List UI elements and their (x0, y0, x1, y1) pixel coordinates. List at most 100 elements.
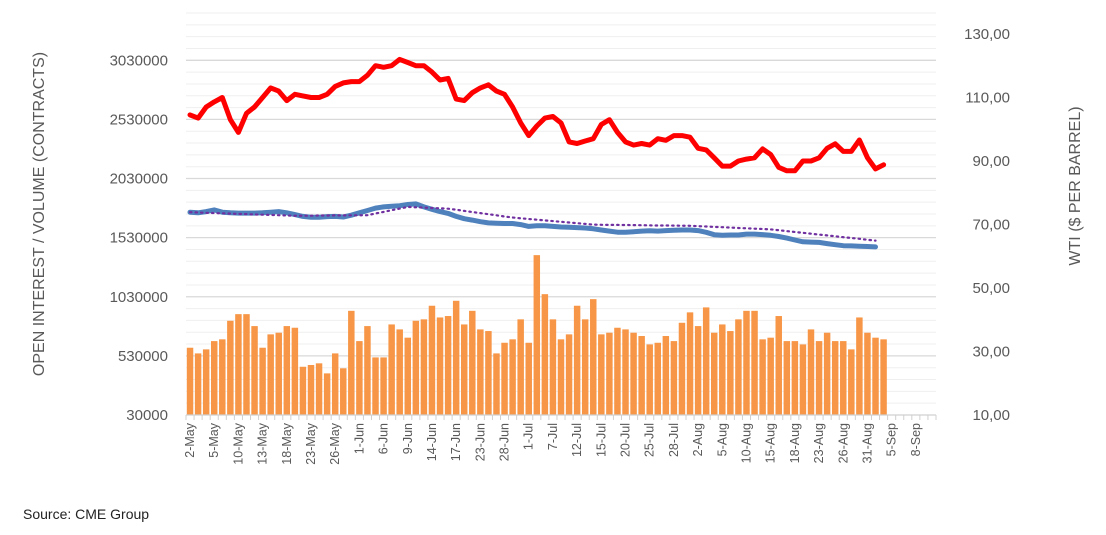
volume-bar (291, 327, 299, 415)
source-note: Source: CME Group (23, 506, 149, 522)
volume-bar (388, 324, 395, 415)
volume-bar (452, 300, 460, 415)
left-tick-label: 30000 (126, 407, 168, 424)
volume-bar (759, 339, 766, 415)
volume-bar (823, 332, 831, 415)
volume-bar (428, 305, 436, 415)
x-tick-label: 5-Aug (715, 423, 729, 456)
volume-bar (315, 363, 323, 415)
volume-bar (219, 339, 226, 415)
open-interest-line (187, 201, 878, 250)
x-tick-label: 28-Jun (498, 423, 512, 461)
right-tick-label: 50,00 (972, 280, 1010, 297)
volume-bar (477, 329, 484, 415)
x-tick-label: 13-May (256, 422, 270, 464)
volume-bar (412, 320, 420, 415)
volume-bar (565, 334, 573, 415)
x-tick-label: 23-May (304, 422, 318, 464)
volume-bar (323, 373, 331, 415)
wti-price-line (187, 56, 887, 174)
volume-bar (783, 341, 791, 415)
volume-bar (275, 332, 282, 415)
volume-bar (735, 319, 742, 415)
x-tick-label: 1-Jul (522, 423, 536, 450)
volume-bar (686, 312, 694, 415)
right-tick-label: 70,00 (972, 216, 1010, 233)
volume-bar (614, 327, 621, 415)
volume-bar (460, 324, 468, 415)
left-tick-label: 2530000 (110, 111, 168, 128)
left-tick-label: 530000 (118, 348, 168, 365)
volume-bar (331, 353, 339, 415)
volume-bar (533, 255, 541, 415)
left-tick-label: 1030000 (110, 289, 168, 306)
volume-bar (880, 339, 887, 415)
volume-bar (710, 332, 718, 415)
volume-bar (573, 305, 581, 415)
volume-bar (436, 317, 444, 415)
right-tick-label: 10,00 (972, 407, 1010, 424)
volume-bar (807, 329, 815, 415)
volume-bar (501, 342, 508, 415)
volume-bar (751, 310, 758, 415)
volume-bar (719, 324, 726, 415)
volume-bar (864, 332, 871, 415)
volume-bar (606, 332, 613, 415)
volume-bar (654, 342, 662, 415)
volume-bar (227, 320, 234, 415)
volume-bar (194, 353, 202, 415)
volume-bar (420, 319, 428, 415)
volume-bar (517, 319, 524, 415)
volume-bar (702, 307, 710, 415)
volume-bar (243, 314, 250, 415)
volume-bar (348, 310, 355, 415)
volume-bar (670, 341, 678, 415)
volume-bar (727, 331, 734, 415)
volume-bar (581, 319, 589, 415)
volume-bar (791, 341, 799, 415)
volume-bar (299, 366, 307, 415)
volume-bar (840, 341, 847, 415)
x-tick-label: 18-May (280, 422, 294, 464)
right-tick-label: 30,00 (972, 343, 1010, 360)
volume-bar (646, 344, 653, 415)
volume-bar (485, 331, 492, 415)
volume-bar (694, 326, 702, 415)
volume-bars (186, 255, 887, 415)
x-tick-label: 26-Aug (836, 423, 850, 463)
x-tick-label: 6-Jun (377, 423, 391, 454)
volume-bar (622, 329, 629, 415)
volume-bar (848, 349, 855, 415)
moving-average-line (188, 205, 877, 242)
x-tick-label: 15-Aug (764, 423, 778, 463)
volume-bar (678, 322, 686, 415)
left-tick-label: 3030000 (110, 52, 168, 69)
left-tick-label: 2030000 (110, 171, 168, 188)
volume-bar (590, 299, 597, 415)
volume-bar (235, 314, 242, 415)
x-tick-label: 7-Jul (546, 423, 560, 450)
x-tick-label: 5-Sep (885, 423, 899, 456)
volume-bar (662, 336, 670, 415)
volume-bar (259, 347, 266, 415)
x-tick-label: 31-Aug (860, 423, 874, 463)
volume-bar (856, 317, 863, 415)
lines (187, 56, 887, 250)
volume-bar (638, 336, 645, 415)
volume-bar (210, 341, 218, 415)
x-tick-label: 17-Jun (449, 423, 463, 461)
x-tick-label: 5-May (207, 422, 221, 457)
volume-bar (251, 326, 258, 415)
x-tick-label: 2-May (183, 422, 197, 457)
volume-bar (283, 326, 291, 415)
volume-bar (525, 342, 532, 415)
x-tick-label: 1-Jun (352, 423, 366, 454)
volume-bar (396, 329, 403, 415)
x-tick-label: 25-Jul (643, 423, 657, 457)
x-tick-label: 10-May (231, 422, 245, 464)
x-tick-label: 12-Jul (570, 423, 584, 457)
volume-bar (380, 357, 387, 415)
axes: 30000 530000 1030000 1530000 2030000 2530000 3… (110, 26, 1010, 465)
x-tick-label: 23-Aug (812, 423, 826, 463)
